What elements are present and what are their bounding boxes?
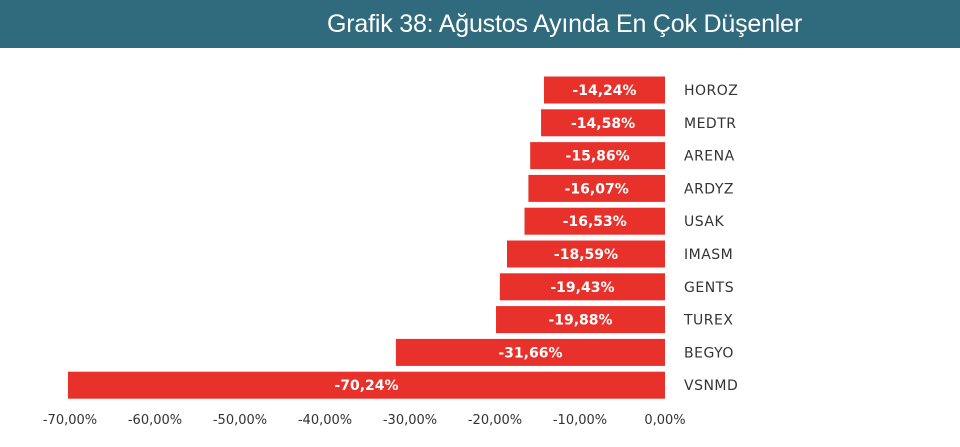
bar-begyo xyxy=(395,338,665,366)
bar-turex xyxy=(496,306,665,334)
category-label-gents: GENTS xyxy=(684,280,734,296)
data-label-usak: -16,53% xyxy=(563,214,627,230)
chart-title: Grafik 38: Ağustos Ayında En Çok Düşenle… xyxy=(327,10,802,38)
category-label-medtr: MEDTR xyxy=(684,116,736,132)
x-tick-label: -70,00% xyxy=(43,413,97,428)
category-label-ardyz: ARDYZ xyxy=(684,181,734,197)
data-label-arena: -15,86% xyxy=(566,149,630,165)
x-tick-label: -20,00% xyxy=(468,413,522,428)
data-label-medtr: -14,58% xyxy=(571,116,635,132)
x-tick-label: -40,00% xyxy=(298,413,352,428)
bar-horoz xyxy=(543,76,665,104)
data-label-begyo: -31,66% xyxy=(498,345,562,361)
x-tick-label: 0,00% xyxy=(644,413,685,428)
category-label-imasm: IMASM xyxy=(684,247,733,263)
bar-imasm xyxy=(506,240,665,268)
data-label-ardyz: -16,07% xyxy=(565,181,629,197)
category-label-arena: ARENA xyxy=(684,149,735,165)
category-label-horoz: HOROZ xyxy=(684,83,738,99)
data-label-vsnmd: -70,24% xyxy=(334,378,398,394)
title-bar: Grafik 38: Ağustos Ayında En Çok Düşenle… xyxy=(0,0,960,48)
data-label-imasm: -18,59% xyxy=(554,247,618,263)
category-label-usak: USAK xyxy=(684,214,724,230)
data-label-turex: -19,88% xyxy=(548,313,612,329)
category-label-begyo: BEGYO xyxy=(684,345,734,361)
x-tick-label: -60,00% xyxy=(128,413,182,428)
bar-ardyz xyxy=(528,174,665,202)
data-label-horoz: -14,24% xyxy=(572,83,636,99)
bar-vsnmd xyxy=(67,371,665,399)
x-tick-label: -30,00% xyxy=(383,413,437,428)
category-label-vsnmd: VSNMD xyxy=(684,378,738,394)
bar-arena xyxy=(530,142,665,170)
category-label-turex: TUREX xyxy=(683,313,733,329)
data-label-gents: -19,43% xyxy=(550,280,614,296)
bar-usak xyxy=(524,207,665,235)
x-tick-label: -50,00% xyxy=(213,413,267,428)
bar-medtr xyxy=(541,109,665,137)
x-tick-label: -10,00% xyxy=(553,413,607,428)
bar-chart: -14,24% HOROZ -14,58% MEDTR -15,86% ARENA -16,… xyxy=(43,76,738,428)
bar-gents xyxy=(499,273,665,301)
